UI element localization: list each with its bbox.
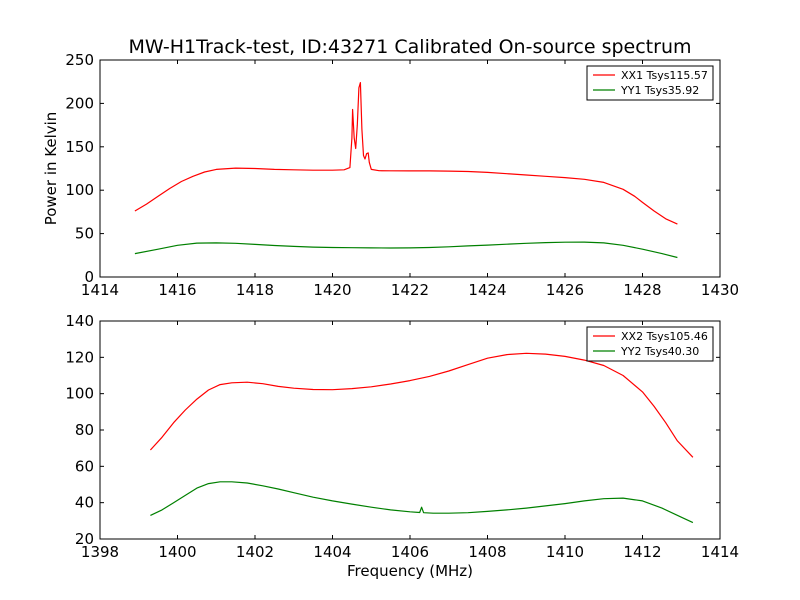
bottom-chart-series-line-2 (150, 481, 694, 524)
top-chart: 1414 1416 1418 1420 1422 1424 1426 1428 1430 0 50 1… (42, 51, 739, 299)
top-chart-y-tick-label: 200 (65, 94, 94, 112)
top-chart-series-line-1 (134, 82, 678, 225)
top-chart-y-tick-label: 50 (75, 225, 94, 243)
top-chart-y-axis-label: Power in Kelvin (42, 112, 60, 226)
bottom-chart-y-tick-label: 140 (65, 312, 94, 330)
top-chart-x-tick-label: 1420 (313, 281, 351, 299)
top-chart-series-line-2 (134, 241, 678, 259)
top-chart-x-tick-label: 1424 (468, 281, 506, 299)
top-chart-ticks: 1414 1416 1418 1420 1422 1424 1426 1428 1430 0 50 1… (65, 51, 739, 299)
bottom-chart: 1398 1400 1402 1404 1406 1408 1410 1412 1414 20 40… (65, 312, 739, 580)
bottom-chart-x-tick-label: 1400 (158, 543, 196, 561)
top-chart-x-tick-label: 1414 (81, 281, 119, 299)
top-chart-y-tick-label: 250 (65, 51, 94, 69)
bottom-chart-legend: XX2 Tsys105.46 YY2 Tsys40.30 (586, 326, 714, 362)
top-chart-y-tick-label: 100 (65, 181, 94, 199)
bottom-chart-legend-box (586, 326, 714, 362)
bottom-chart-series-line-1 (149, 352, 694, 458)
top-chart-x-tick-label: 1430 (701, 281, 739, 299)
top-chart-legend-box (586, 65, 714, 101)
bottom-chart-y-tick-label: 20 (75, 530, 94, 548)
bottom-chart-y-tick-label: 100 (65, 385, 94, 403)
chart-title: MW-H1Track-test, ID:43271 Calibrated On-… (128, 36, 691, 58)
bottom-chart-y-tick-label: 120 (65, 348, 94, 366)
bottom-chart-legend-label-1: XX2 Tsys105.46 (621, 330, 708, 343)
bottom-chart-x-tick-label: 1398 (81, 543, 119, 561)
bottom-chart-x-tick-label: 1402 (236, 543, 274, 561)
bottom-chart-y-tick-label: 60 (75, 457, 94, 475)
top-chart-x-tick-label: 1428 (623, 281, 661, 299)
top-chart-x-tick-label: 1416 (158, 281, 196, 299)
bottom-chart-y-tick-label: 40 (75, 494, 94, 512)
bottom-chart-series (149, 352, 694, 524)
top-chart-legend: XX1 Tsys115.57 YY1 Tsys35.92 (586, 65, 714, 101)
bottom-chart-y-tick-label: 80 (75, 421, 94, 439)
bottom-chart-x-axis-label: Frequency (MHz) (347, 562, 473, 580)
bottom-chart-x-tick-label: 1406 (391, 543, 429, 561)
top-chart-legend-label-1: XX1 Tsys115.57 (621, 69, 708, 82)
bottom-chart-x-tick-label: 1410 (546, 543, 584, 561)
top-chart-series (134, 82, 678, 259)
top-chart-y-tick-label: 150 (65, 138, 94, 156)
bottom-chart-ticks: 1398 1400 1402 1404 1406 1408 1410 1412 1414 20 40… (65, 312, 739, 561)
bottom-chart-legend-label-2: YY2 Tsys40.30 (620, 345, 699, 358)
top-chart-x-tick-label: 1422 (391, 281, 429, 299)
top-chart-y-tick-label: 0 (84, 268, 94, 286)
top-chart-x-tick-label: 1418 (236, 281, 274, 299)
top-chart-x-tick-label: 1426 (546, 281, 584, 299)
bottom-chart-x-tick-label: 1412 (623, 543, 661, 561)
bottom-chart-x-tick-label: 1404 (313, 543, 351, 561)
bottom-chart-x-tick-label: 1414 (701, 543, 739, 561)
bottom-chart-x-tick-label: 1408 (468, 543, 506, 561)
top-chart-legend-label-2: YY1 Tsys35.92 (620, 84, 699, 97)
